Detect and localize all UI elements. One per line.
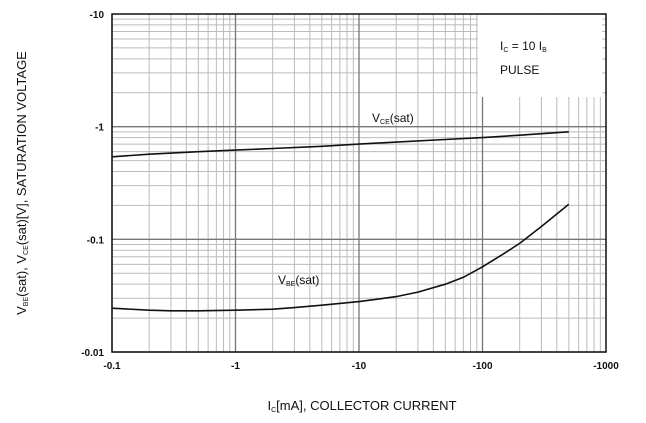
series-label-vbe-sub: BE (286, 281, 296, 288)
x-tick-label: -0.1 (103, 361, 121, 372)
y-tick-label: -10 (90, 10, 105, 21)
annotation-ic-mid: = 10 I (508, 39, 542, 53)
series-layer (111, 131, 570, 312)
x-axis-title-pre: I (267, 398, 271, 413)
y-axis-title-part: (sat), V (14, 255, 29, 297)
series-line-vce-sat (111, 131, 569, 158)
y-axis-title-part: V (14, 306, 29, 315)
x-tick-label: -1 (231, 361, 240, 372)
series-label-vbe-post: (sat) (295, 273, 319, 287)
series-label-vbe: VBE(sat) (278, 273, 319, 288)
y-tick-label: -1 (95, 123, 104, 134)
x-tick-label: -100 (472, 361, 492, 372)
y-axis-title-part: (sat)[V], SATURATION VOLTAGE (14, 51, 29, 245)
y-tick-label: -0.01 (81, 348, 104, 359)
annotation-ic-pre: I (500, 39, 503, 53)
y-axis-title-part: CE (23, 245, 30, 255)
y-axis-title: VBE(sat), VCE(sat)[V], SATURATION VOLTAG… (14, 51, 30, 315)
y-tick-label: -0.1 (87, 235, 105, 246)
y-tick-labels: -0.01 -0.1 -1 -10 (81, 10, 104, 359)
series-label-vce: VCE(sat) (372, 111, 414, 126)
x-tick-labels: -0.1 -1 -10 -100 -1000 (103, 361, 619, 372)
series-line-vbe-sat (111, 203, 570, 312)
annotation-ib-sub: B (542, 47, 547, 54)
annotation-ic-sub: C (503, 47, 508, 54)
series-label-vce-sub: CE (380, 119, 390, 126)
x-axis-title-post: [mA], COLLECTOR CURRENT (276, 398, 456, 413)
plot-frame (111, 13, 607, 353)
x-tick-label: -10 (352, 361, 367, 372)
series-label-vce-post: (sat) (390, 111, 414, 125)
y-axis-title-part: BE (23, 297, 30, 307)
annotation-ic: IC = 10 IB (500, 39, 547, 54)
series-label-vbe-pre: V (278, 273, 286, 287)
x-axis-title-sub: C (271, 407, 276, 414)
series-label-vce-pre: V (372, 111, 380, 125)
annotation-box (478, 15, 602, 97)
x-axis-title: IC[mA], COLLECTOR CURRENT (267, 398, 456, 414)
annotation-pulse: PULSE (500, 63, 539, 77)
x-tick-label: -1000 (593, 361, 619, 372)
